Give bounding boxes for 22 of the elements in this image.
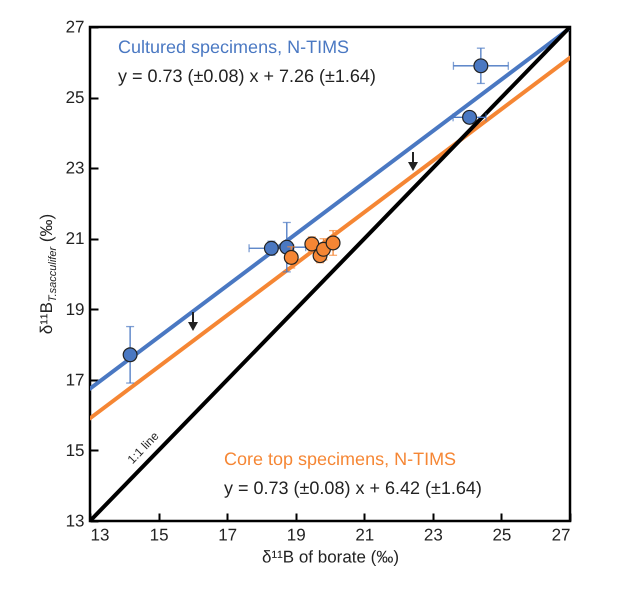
x-axis-title: δ¹¹B of borate (‰) bbox=[262, 548, 399, 566]
y-tick-label: 19 bbox=[66, 300, 84, 319]
annotation: y = 0.73 (±0.08) x + 7.26 (±1.64) bbox=[118, 66, 376, 86]
annotation: y = 0.73 (±0.08) x + 6.42 (±1.64) bbox=[224, 478, 482, 498]
y-tick-label: 25 bbox=[66, 88, 84, 108]
x-tick-label: 21 bbox=[355, 526, 374, 544]
x-tick-label: 17 bbox=[218, 526, 238, 544]
x-tick-label: 15 bbox=[150, 526, 169, 544]
x-tick-label: 19 bbox=[286, 526, 306, 544]
text: Cultured specimens, N-TIMS bbox=[118, 37, 350, 57]
y-tick-label: 23 bbox=[66, 158, 84, 178]
x-tick-label: 13 bbox=[90, 526, 110, 544]
y-tick-label: 21 bbox=[66, 229, 84, 248]
x-tick-label: 23 bbox=[424, 526, 443, 544]
y-tick-label: 27 bbox=[66, 18, 84, 36]
x-tick-label: 27 bbox=[552, 526, 570, 544]
y-tick-label: 13 bbox=[66, 512, 84, 530]
text: 1:1 line bbox=[124, 428, 162, 467]
text: Core top specimens, N-TIMS bbox=[224, 449, 456, 469]
x-tick-label: 25 bbox=[492, 526, 512, 544]
y-tick-label: 15 bbox=[66, 440, 84, 460]
y-tick-label: 17 bbox=[66, 370, 84, 390]
